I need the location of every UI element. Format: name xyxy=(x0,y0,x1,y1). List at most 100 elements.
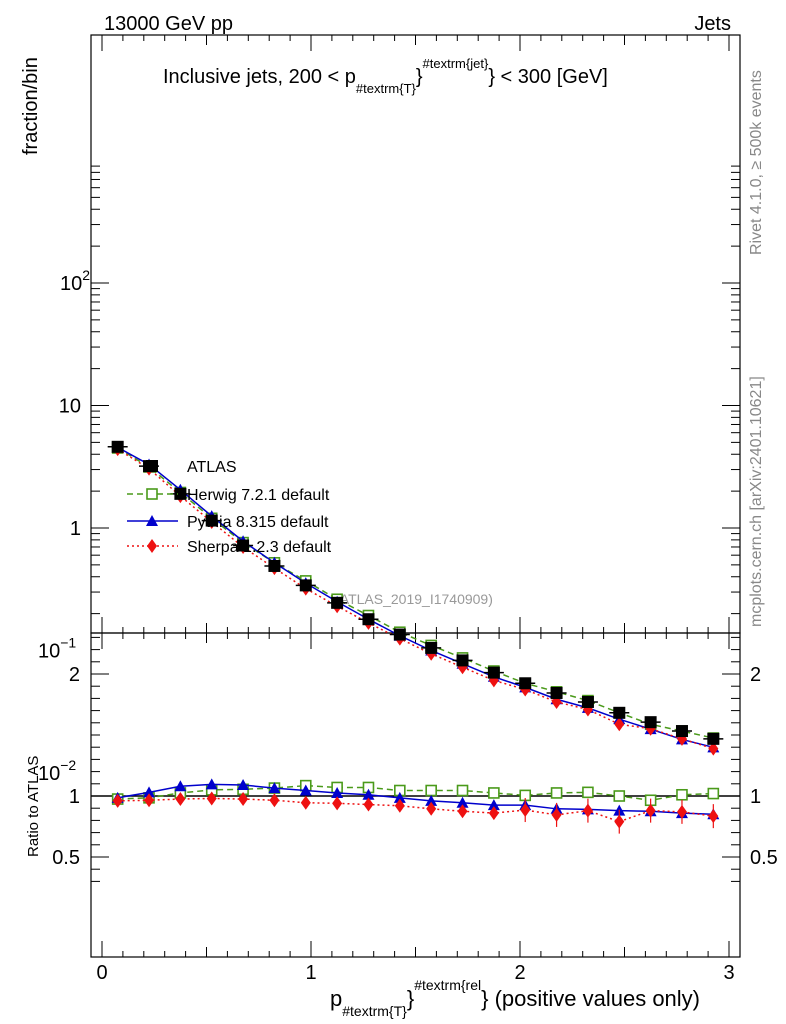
point-0-2 xyxy=(174,487,187,500)
point-0-6 xyxy=(299,579,312,592)
y-tick-label: 10−1 xyxy=(38,635,76,663)
ratio-tick-label-left: 2 xyxy=(69,664,80,686)
ratio-tick-label-right: 1 xyxy=(750,786,761,808)
point-3-16 xyxy=(614,717,625,732)
point-0-10 xyxy=(425,641,438,654)
ratio-point-1-18 xyxy=(676,788,688,801)
ratio-point-3-4 xyxy=(238,792,249,807)
legend-marker-1 xyxy=(146,488,158,500)
title-tail: } < 300 [GeV] xyxy=(488,66,608,88)
y-tick-label: 102 xyxy=(60,267,90,295)
ratio-point-2-6 xyxy=(299,784,312,796)
legend-label-0: ATLAS xyxy=(187,459,237,476)
ratio-point-1-19 xyxy=(707,787,720,800)
y-tick-label: 1 xyxy=(70,518,81,540)
x-axis-label: p#textrm{T}}#textrm{rel} (positive value… xyxy=(330,977,700,1019)
header-right: Jets xyxy=(694,13,731,35)
point-0-18 xyxy=(675,725,688,738)
xlabel-sup: #textrm{rel xyxy=(414,977,481,993)
x-tick-label: 2 xyxy=(514,962,525,984)
mcplots-label: mcplots.cern.ch [arXiv:2401.10621] xyxy=(748,376,765,627)
ratio-point-3-12 xyxy=(488,806,499,821)
point-0-5 xyxy=(268,559,281,572)
ratio-point-3-11 xyxy=(457,804,468,819)
point-0-11 xyxy=(456,654,469,667)
y-tick-label: 10−2 xyxy=(38,757,76,785)
point-0-16 xyxy=(613,706,626,719)
title-sup: #textrm{jet} xyxy=(423,56,489,71)
ratio-point-3-15 xyxy=(582,803,593,818)
ratio-point-3-3 xyxy=(206,791,217,806)
ratio-point-3-6 xyxy=(300,795,311,810)
ratio-line-2 xyxy=(117,783,714,816)
ratio-tick-label-right: 2 xyxy=(750,664,761,686)
analysis-id: (ATLAS_2019_I1740909) xyxy=(335,591,493,607)
point-0-15 xyxy=(581,695,594,708)
ratio-point-1-14 xyxy=(550,787,563,799)
legend-marker-0 xyxy=(146,460,158,472)
ratio-point-2-5 xyxy=(268,782,281,794)
ratio-point-2-3 xyxy=(205,778,218,790)
ratio-point-3-1 xyxy=(144,793,155,808)
y-tick-label: 10 xyxy=(59,396,81,418)
point-0-12 xyxy=(487,666,500,679)
ratio-series xyxy=(111,778,720,834)
legend-marker-2 xyxy=(146,515,158,526)
xlabel-main: p xyxy=(330,986,342,1011)
axis-ticks xyxy=(91,35,740,957)
point-0-14 xyxy=(550,686,563,699)
ratio-point-3-16 xyxy=(614,814,625,829)
ratio-y-axis-label: Ratio to ATLAS xyxy=(25,756,42,857)
rivet-label: Rivet 4.1.0, ≥ 500k events xyxy=(748,70,765,255)
ratio-tick-label-right: 0.5 xyxy=(750,847,778,869)
ratio-point-3-8 xyxy=(363,797,374,812)
ratio-point-3-9 xyxy=(394,798,405,813)
ratio-point-2-8 xyxy=(362,788,375,800)
ratio-point-3-19 xyxy=(708,809,719,824)
title-sub: #textrm{T} xyxy=(356,81,417,96)
point-0-13 xyxy=(519,677,532,690)
ratio-point-2-12 xyxy=(487,799,500,811)
ratio-point-1-11 xyxy=(456,784,469,797)
ratio-tick-label-left: 1 xyxy=(69,786,80,808)
ratio-point-2-4 xyxy=(237,779,250,791)
ratio-point-3-10 xyxy=(426,801,437,816)
point-0-9 xyxy=(393,628,406,641)
plot-title: Inclusive jets, 200 < p#textrm{T}}#textr… xyxy=(163,56,608,96)
legend-marker-3 xyxy=(147,539,157,553)
ratio-point-2-11 xyxy=(456,796,469,808)
ratio-point-3-2 xyxy=(175,792,186,807)
ratio-point-3-17 xyxy=(645,803,656,818)
point-0-3 xyxy=(205,514,218,527)
legend-label-1: Herwig 7.2.1 default xyxy=(187,487,330,504)
legend: ATLAS Herwig 7.2.1 default Pythia 8.315 de… xyxy=(127,459,332,556)
ratio-frame xyxy=(90,632,741,958)
x-tick-label: 0 xyxy=(96,962,107,984)
ratio-point-3-7 xyxy=(332,796,343,811)
ratio-point-1-12 xyxy=(488,787,500,799)
ratio-point-2-10 xyxy=(425,794,438,806)
ratio-point-3-18 xyxy=(676,804,687,819)
legend-label-3: Sherpa 1.2.3 default xyxy=(187,539,332,556)
point-0-8 xyxy=(362,613,375,626)
ratio-point-3-0 xyxy=(112,793,123,808)
point-0-19 xyxy=(707,732,720,745)
header-left: 13000 GeV pp xyxy=(104,13,233,35)
y-axis-label: fraction/bin xyxy=(20,57,42,155)
point-0-7 xyxy=(331,596,344,609)
point-0-17 xyxy=(644,716,657,729)
point-0-0 xyxy=(111,440,124,453)
ratio-point-3-5 xyxy=(269,793,280,808)
title-main: Inclusive jets, 200 < p xyxy=(163,66,356,88)
ratio-point-2-9 xyxy=(393,791,406,803)
xlabel-sub: #textrm{T} xyxy=(342,1003,407,1019)
point-0-4 xyxy=(237,539,250,552)
ratio-point-3-14 xyxy=(551,807,562,822)
ratio-point-1-16 xyxy=(613,790,626,802)
ratio-point-2-1 xyxy=(143,786,156,798)
xlabel-tail: } (positive values only) xyxy=(481,986,700,1011)
x-tick-label: 1 xyxy=(305,962,316,984)
point-3-19 xyxy=(708,741,719,756)
legend-label-2: Pythia 8.315 default xyxy=(187,514,329,531)
axis-tick-labels: 0 1 2 3 102 10 1 10−1 10−2 2 2 1 1 0.5 0.5 xyxy=(38,267,778,984)
